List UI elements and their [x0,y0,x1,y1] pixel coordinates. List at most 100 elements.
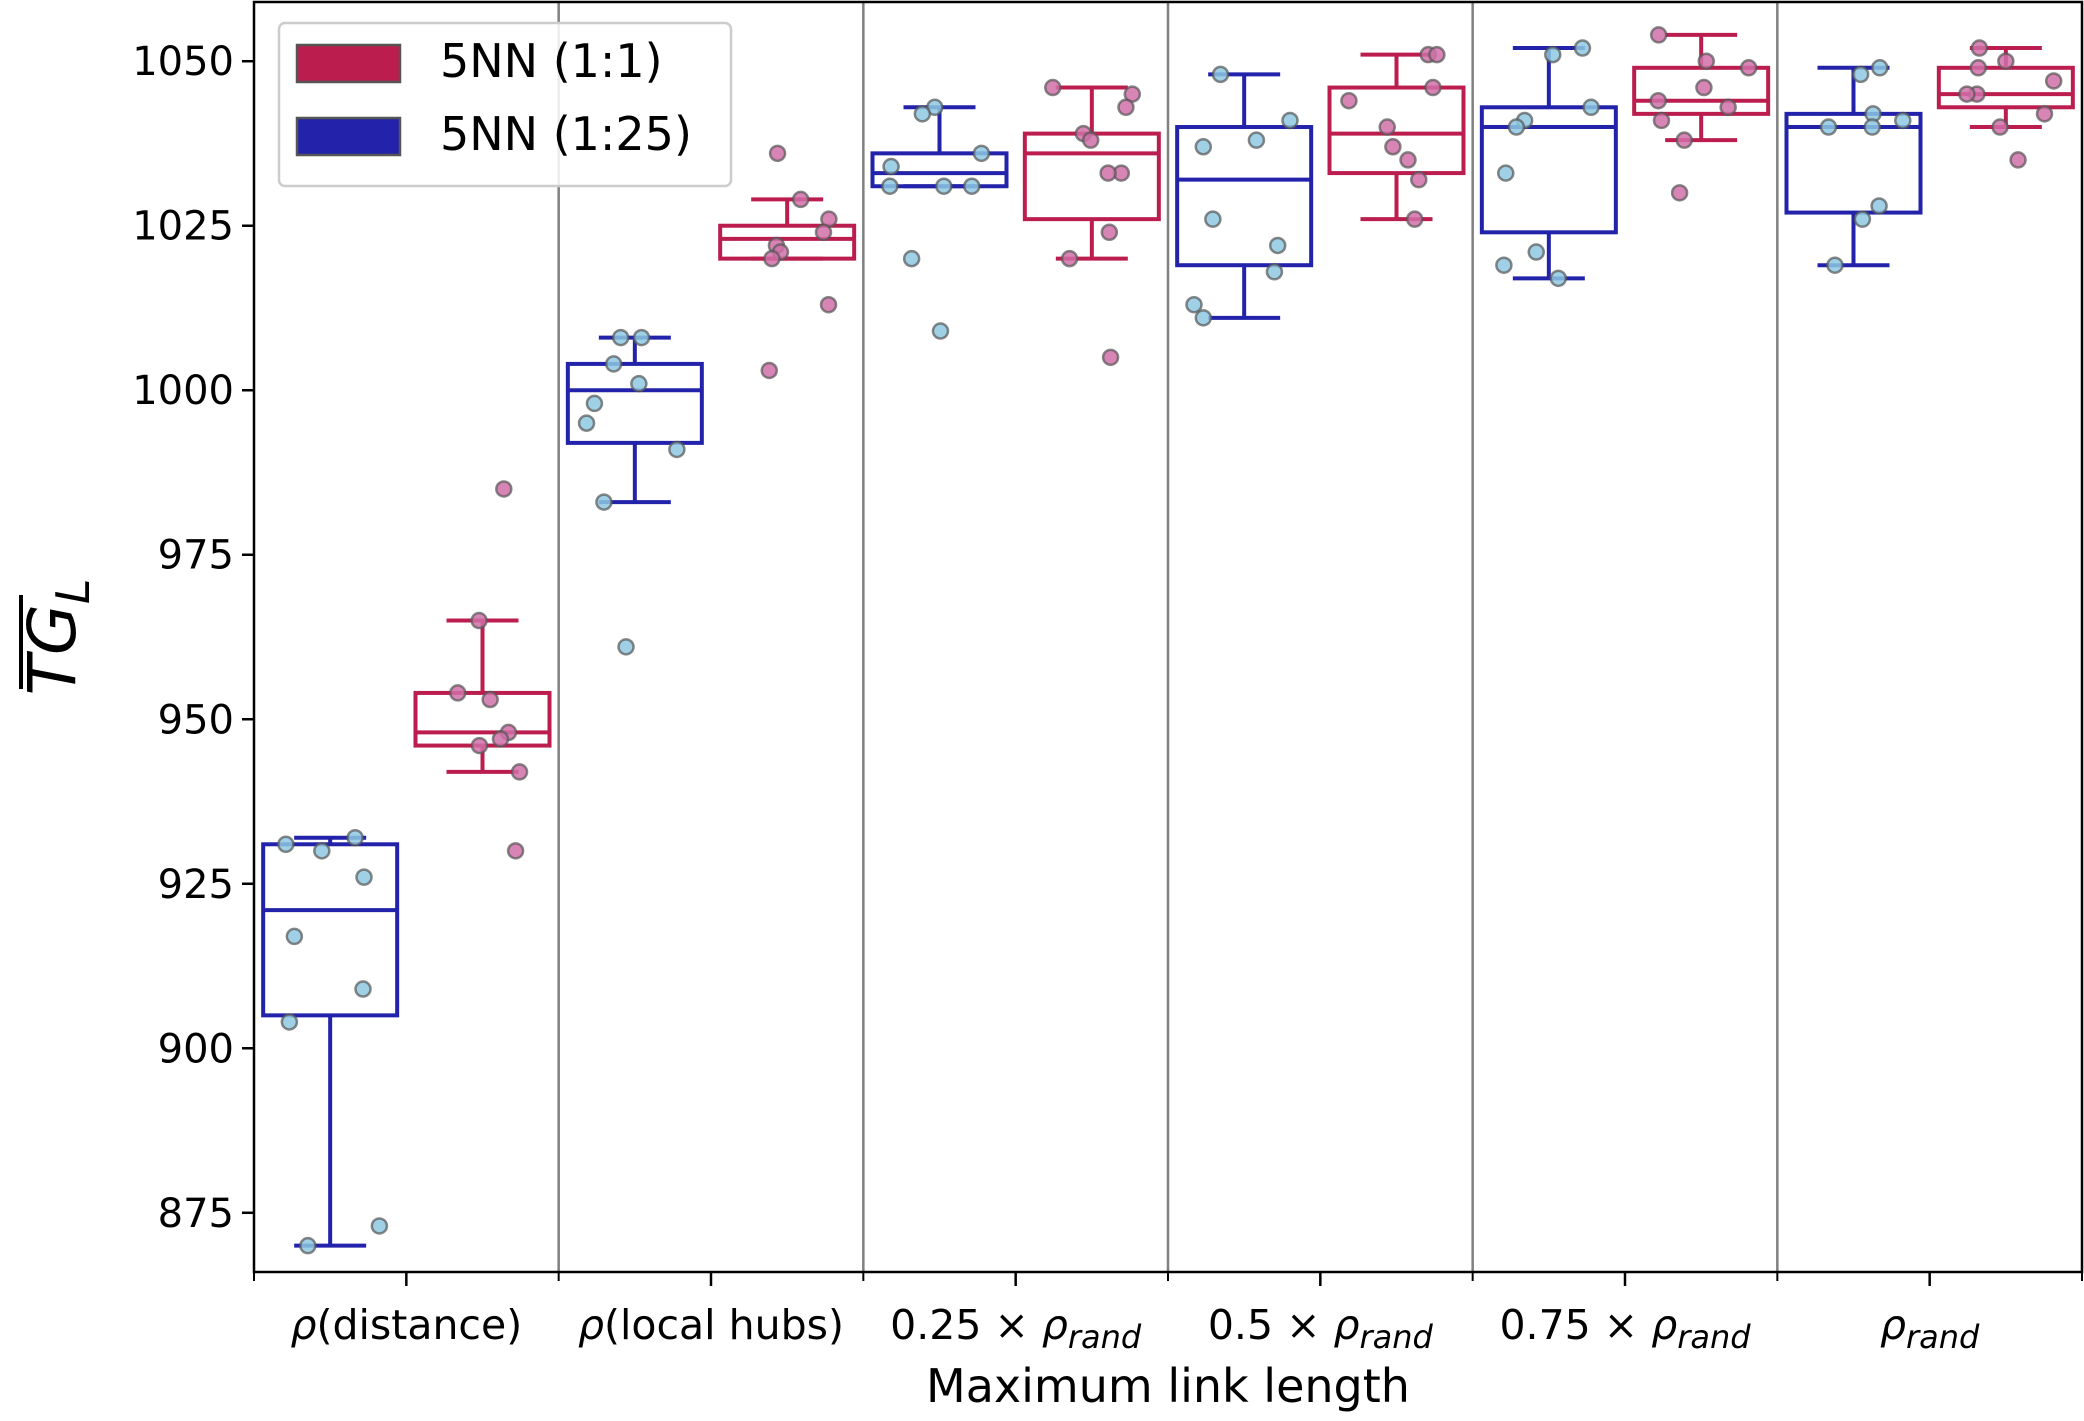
data-point [1399,151,1417,169]
data-point [913,105,932,123]
data-point [1573,39,1592,57]
data-point [604,355,623,373]
data-point [882,157,900,176]
data-point [1649,91,1668,110]
x-tick-label: 0.75 × ρrand [1499,1301,1751,1356]
data-point [1185,295,1203,314]
data-point [931,322,950,340]
x-tick-label: 0.5 × ρrand [1208,1301,1434,1356]
data-point [791,190,810,209]
data-point [1970,39,1989,57]
data-point [354,980,372,998]
data-point [1194,138,1213,156]
data-point [1675,131,1694,149]
data-point [1060,249,1079,268]
data-point [1527,243,1545,261]
data-point [299,1236,317,1255]
legend-swatch [295,116,402,157]
data-point [1894,111,1912,130]
data-point [1281,111,1299,130]
data-point [1719,98,1737,117]
box [565,361,704,445]
data-point [760,361,779,380]
x-axis-label: Maximum link length [926,1359,1410,1413]
box [1175,125,1314,268]
data-point [1081,131,1100,149]
legend-label: 5NN (1:25) [440,107,692,161]
data-point [768,144,787,163]
y-tick-label: 925 [158,862,234,908]
data-point [2044,72,2063,90]
legend: 5NN (1:1) 5NN (1:25) [277,21,733,188]
data-point [963,177,981,195]
box [1479,105,1618,235]
data-point [1497,164,1515,182]
data-point [585,394,604,413]
data-point [370,1217,389,1235]
data-point [595,493,613,511]
data-point [346,828,364,847]
y-tick-label: 900 [158,1026,234,1072]
data-point [617,638,635,656]
data-point [814,223,833,242]
data-point [2035,105,2054,123]
data-point [1871,59,1889,77]
axes: 875 900 925 950 975 1000 1025 1050 ρ(distance) ρ(… [14,0,2084,1413]
x-tick-label: ρ(local hubs) [578,1301,844,1349]
data-point [1958,85,1976,103]
data-point [1378,118,1396,136]
data-point [1969,59,1988,77]
data-point [902,249,921,268]
x-tick-label: ρ(distance) [290,1301,522,1349]
data-point [510,763,529,781]
data-point [1863,118,1881,136]
data-point [632,328,651,347]
data-point [1739,59,1758,77]
data-point [2009,151,2027,169]
data-point [280,1013,299,1031]
data-point [277,835,295,854]
data-point [1194,309,1213,327]
y-tick-label: 1025 [132,204,234,250]
data-point [1670,184,1689,202]
data-point [481,690,499,709]
data-point [1582,98,1600,117]
data-point [1428,45,1446,64]
data-point [1649,26,1668,44]
data-point [1819,118,1838,136]
y-tick-label: 975 [158,533,234,579]
data-point [470,611,488,630]
data-point [763,249,781,268]
legend-label: 5NN (1:1) [440,34,663,88]
data-point [1544,45,1562,64]
y-tick-label: 875 [158,1191,234,1237]
data-point [1851,65,1870,84]
data-point [1384,138,1402,156]
data-point [1652,111,1671,130]
data-point [819,295,838,314]
category-separators [557,2,1779,1272]
data-point [935,177,953,195]
y-tick-label: 1000 [132,368,234,414]
data-point [1853,210,1872,228]
data-point [1268,236,1287,255]
data-point [1410,170,1428,189]
data-point [630,374,648,393]
plot-marks [261,26,2075,1255]
data-point [1117,98,1135,117]
data-point [1870,197,1888,215]
data-point [611,328,630,347]
data-point [1101,348,1120,367]
data-point [1100,223,1119,242]
box [261,842,400,1018]
data-point [355,868,373,886]
data-point [668,440,686,459]
x-tick-label: ρrand [1880,1301,1980,1356]
y-tick-label: 1050 [132,39,234,85]
data-point [1265,263,1284,281]
data-point [1991,118,2009,136]
data-point [1695,78,1713,97]
x-tick-label: 0.25 × ρrand [890,1301,1142,1356]
data-point [1424,78,1442,97]
